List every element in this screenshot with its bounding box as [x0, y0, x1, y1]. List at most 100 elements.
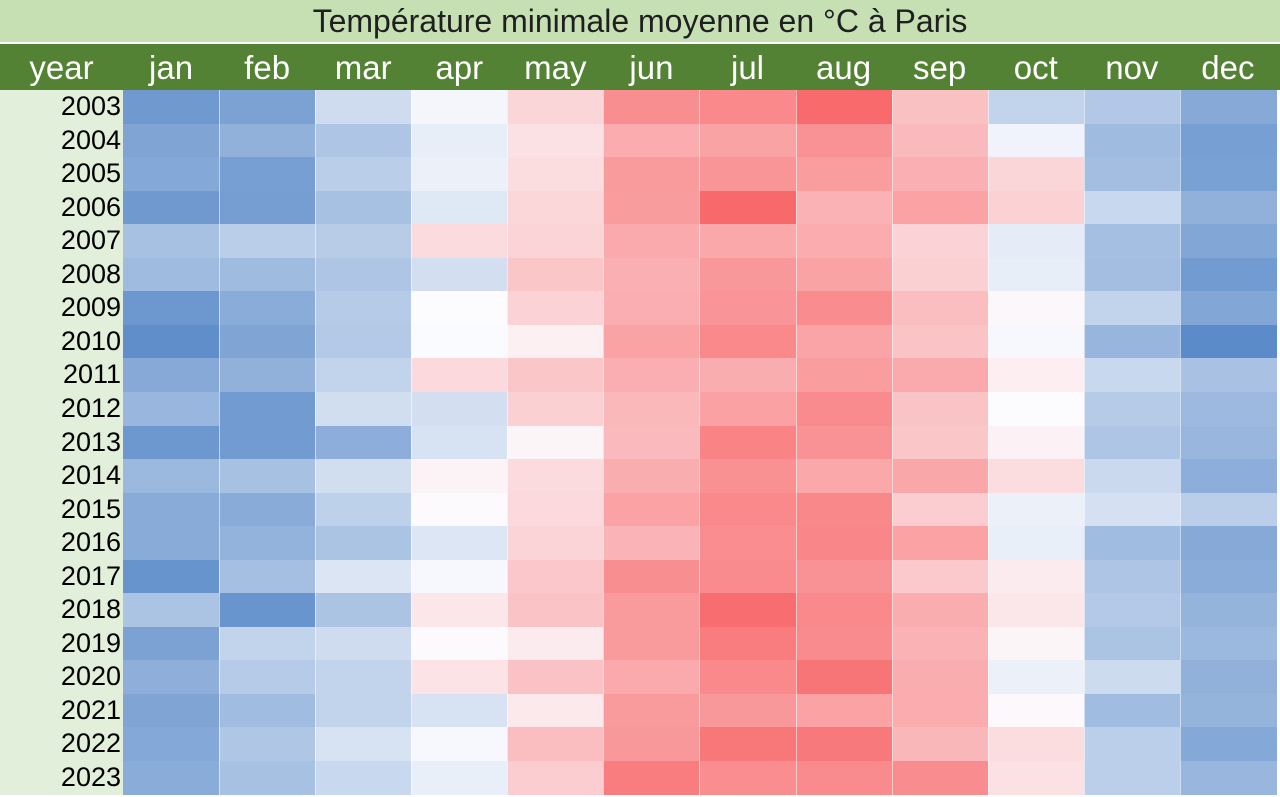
heatmap-cell-2011-mar — [315, 358, 412, 393]
heatmap-cell-2013-sep — [891, 425, 989, 460]
heatmap-cell-2021-jun — [603, 693, 701, 729]
heatmap-cell-2014-jul — [699, 459, 797, 494]
heatmap-cell-2022-apr — [411, 727, 508, 762]
month-header-jun: jun — [629, 49, 674, 86]
year-label-2020: 2020 — [60, 661, 121, 692]
heatmap-cell-2010-feb — [219, 324, 316, 359]
year-label-2012: 2012 — [60, 392, 121, 423]
heatmap-cell-2015-mar — [315, 492, 412, 527]
heatmap-cell-2022-jun — [603, 727, 701, 762]
heatmap-cell-2004-dec — [1179, 123, 1277, 158]
heatmap-cell-2009-sep — [891, 291, 989, 326]
heatmap-cell-2015-feb — [219, 492, 316, 527]
heatmap-cell-2007-jun — [603, 224, 701, 259]
heatmap-cell-2003-dec — [1179, 90, 1277, 125]
heatmap-cell-2021-jan — [123, 693, 220, 729]
heatmap-cell-2022-jan — [123, 727, 220, 762]
heatmap-cell-2007-aug — [795, 224, 893, 259]
heatmap-cell-2005-may — [507, 157, 604, 192]
heatmap-cell-2019-jul — [699, 626, 797, 661]
heatmap-cell-2017-jul — [699, 559, 797, 594]
heatmap-cell-2005-mar — [315, 157, 412, 192]
year-label-2015: 2015 — [60, 493, 121, 524]
heatmap-cell-2010-oct — [987, 324, 1085, 359]
heatmap-cell-2022-sep — [891, 727, 989, 762]
heatmap-cell-2004-feb — [219, 123, 316, 158]
heatmap-cell-2017-may — [507, 559, 604, 594]
heatmap-cell-2018-mar — [315, 593, 412, 628]
heatmap-cell-2018-sep — [891, 593, 989, 628]
heatmap-cell-2006-apr — [411, 190, 508, 225]
column-separator — [507, 90, 509, 795]
year-label-2017: 2017 — [60, 560, 121, 591]
month-header-jan: jan — [149, 49, 194, 86]
heatmap-cell-2004-may — [507, 123, 604, 158]
heatmap-cell-2018-jun — [603, 593, 701, 628]
heatmap-cell-2009-jun — [603, 291, 701, 326]
heatmap-cell-2013-jun — [603, 425, 701, 460]
heatmap-cell-2016-may — [507, 526, 604, 561]
heatmap-cell-2017-oct — [987, 559, 1085, 594]
month-header-jul: jul — [730, 49, 765, 86]
heatmap-cell-2014-jan — [123, 459, 220, 494]
heatmap-cell-2020-dec — [1179, 660, 1277, 695]
heatmap-cell-2008-dec — [1179, 257, 1277, 292]
year-label-2021: 2021 — [60, 694, 121, 725]
heatmap-cell-2016-dec — [1179, 526, 1277, 561]
heatmap-cell-2020-sep — [891, 660, 989, 695]
heatmap-cell-2019-jan — [123, 626, 220, 661]
heatmap-cell-2006-mar — [315, 190, 412, 225]
heatmap-cell-2013-apr — [411, 425, 508, 460]
heatmap-cell-2013-may — [507, 425, 604, 460]
heatmap-cell-2011-dec — [1179, 358, 1277, 393]
heatmap-cell-2013-jan — [123, 425, 220, 460]
heatmap-cell-2008-feb — [219, 257, 316, 292]
month-header-may: may — [524, 49, 587, 86]
corner-label: year — [29, 49, 94, 86]
year-label-2006: 2006 — [60, 191, 121, 222]
heatmap-cell-2023-dec — [1179, 761, 1277, 796]
heatmap-cell-2018-nov — [1083, 593, 1181, 628]
heatmap-cell-2011-nov — [1083, 358, 1181, 393]
heatmap-cell-2012-may — [507, 391, 604, 427]
heatmap-cell-2006-may — [507, 190, 604, 225]
heatmap-cell-2023-jan — [123, 761, 220, 796]
heatmap-cell-2017-mar — [315, 559, 412, 594]
column-separator — [795, 90, 797, 795]
heatmap-cell-2004-aug — [795, 123, 893, 158]
heatmap-cell-2011-aug — [795, 358, 893, 393]
heatmap-cell-2006-jan — [123, 190, 220, 225]
heatmap-cell-2008-apr — [411, 257, 508, 292]
heatmap-cell-2010-sep — [891, 324, 989, 359]
heatmap-cell-2021-apr — [411, 693, 508, 729]
heatmap-cell-2010-mar — [315, 324, 412, 359]
heatmap-cell-2009-aug — [795, 291, 893, 326]
heatmap-cell-2020-jan — [123, 660, 220, 695]
column-separator — [987, 90, 989, 795]
heatmap-cell-2021-may — [507, 693, 604, 729]
heatmap-cell-2013-mar — [315, 425, 412, 460]
heatmap-cell-2017-feb — [219, 559, 316, 594]
column-separator — [1179, 90, 1181, 795]
heatmap-cell-2008-may — [507, 257, 604, 292]
heatmap-cell-2012-feb — [219, 391, 316, 427]
heatmap-cell-2006-oct — [987, 190, 1085, 225]
heatmap-cell-2014-aug — [795, 459, 893, 494]
heatmap-cell-2021-mar — [315, 693, 412, 729]
month-header-aug: aug — [816, 49, 872, 86]
heatmap-cell-2023-oct — [987, 761, 1085, 796]
year-label-2014: 2014 — [60, 460, 121, 491]
heatmap-cell-2009-oct — [987, 291, 1085, 326]
heatmap-cell-2023-jul — [699, 761, 797, 796]
heatmap-cell-2021-nov — [1083, 693, 1181, 729]
heatmap-cell-2019-feb — [219, 626, 316, 661]
heatmap-cell-2020-jun — [603, 660, 701, 695]
heatmap-cell-2004-mar — [315, 123, 412, 158]
heatmap-cell-2023-sep — [891, 761, 989, 796]
heatmap-cell-2022-dec — [1179, 727, 1277, 762]
year-label-2007: 2007 — [60, 225, 121, 256]
heatmap-cell-2003-apr — [411, 90, 508, 125]
heatmap-cell-2012-nov — [1083, 391, 1181, 427]
heatmap-cell-2023-may — [507, 761, 604, 796]
heatmap-cell-2005-dec — [1179, 157, 1277, 192]
